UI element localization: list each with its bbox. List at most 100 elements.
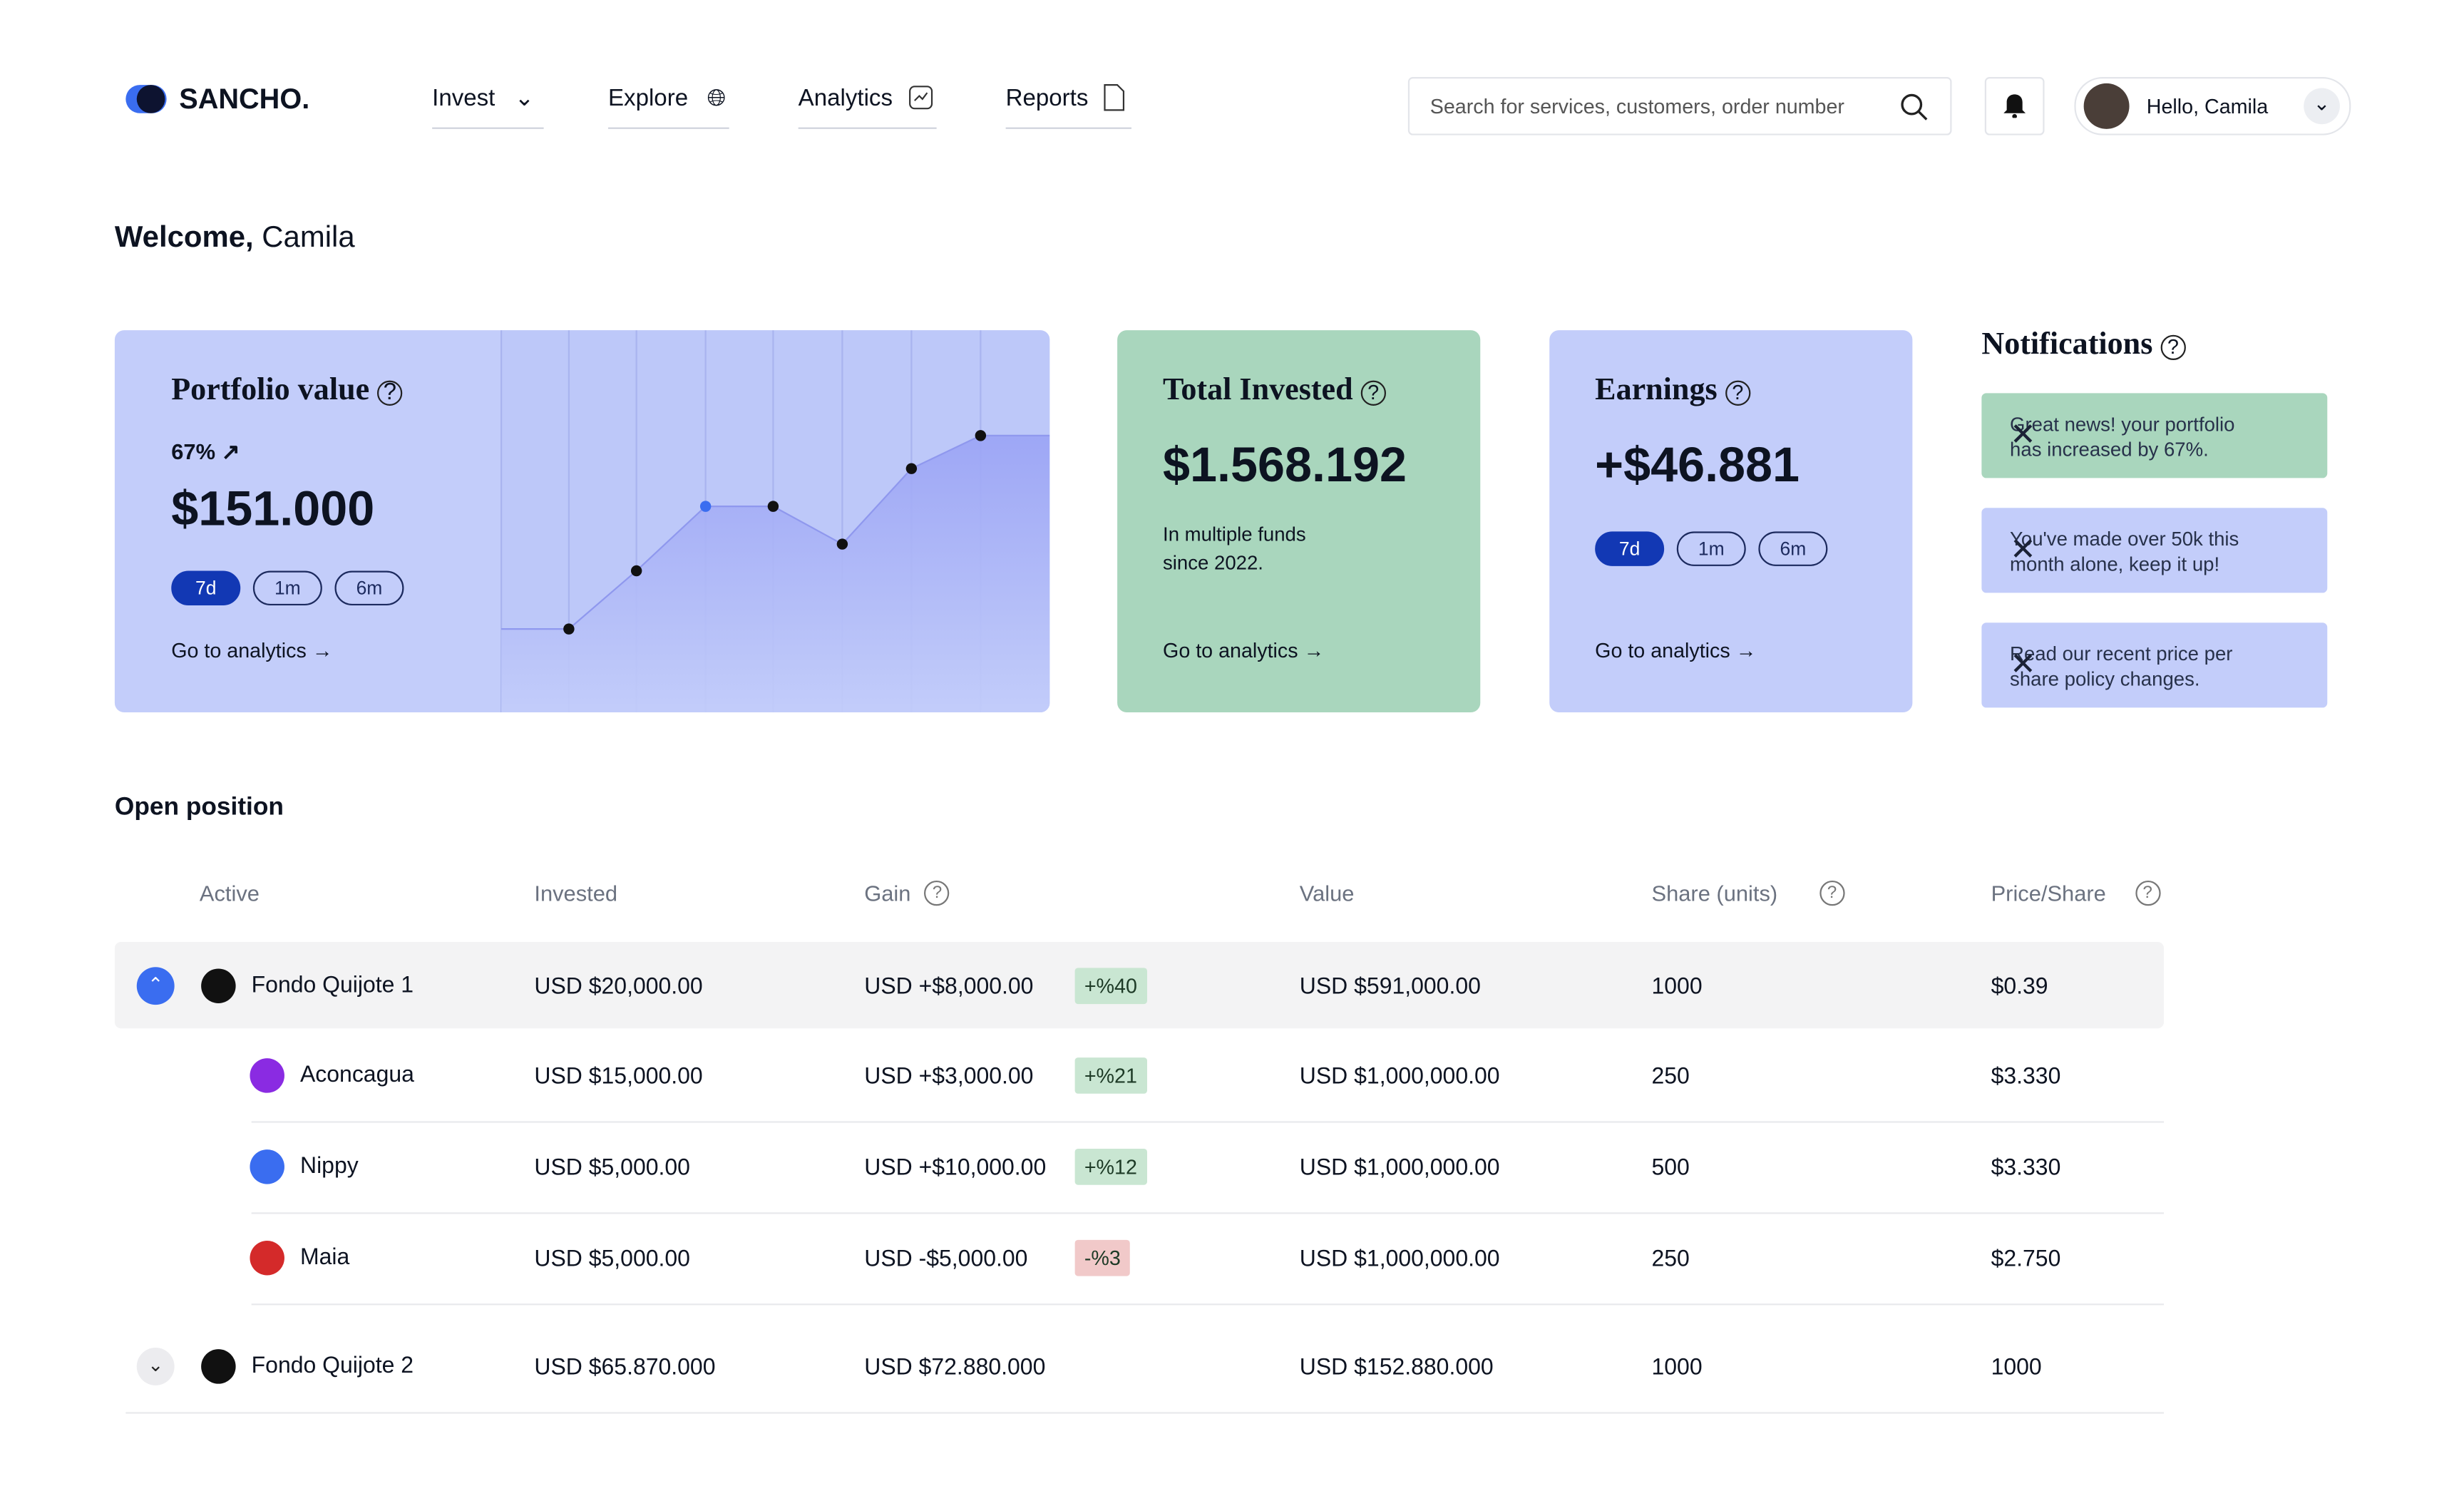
invested: USD $20,000.00 <box>534 975 703 1000</box>
card-title: Total Invested ? <box>1163 373 1386 409</box>
title-text: Notifications <box>1981 327 2153 362</box>
link-text: Go to analytics <box>171 638 307 662</box>
gain: USD -$5,000.00 <box>864 1246 1028 1273</box>
shares: 250 <box>1651 1064 1690 1090</box>
invested-note: In multiple funds since 2022. <box>1163 523 1306 574</box>
analytics-link[interactable]: Go to analytics → <box>1595 638 1757 662</box>
column-header: Share (units) <box>1651 880 1778 906</box>
shares: 1000 <box>1651 1355 1703 1381</box>
logo-mark <box>125 85 167 113</box>
period-pill[interactable]: 6m <box>334 570 404 606</box>
gain: USD +$8,000.00 <box>864 975 1034 1000</box>
notification: You've made over 50k this month alone, k… <box>1981 508 2328 593</box>
value: USD $591,000.00 <box>1299 975 1481 1000</box>
nav-explore[interactable]: Explore 🌐︎ <box>607 85 729 129</box>
user-menu[interactable]: Hello, Camila ⌄ <box>2074 77 2351 135</box>
link-text: Go to analytics <box>1163 638 1298 662</box>
price: $3.330 <box>1991 1155 2061 1182</box>
price: $3.330 <box>1991 1064 2061 1090</box>
shares: 500 <box>1651 1155 1690 1182</box>
period-pill[interactable]: 1m <box>1676 531 1746 566</box>
fund-name[interactable]: Nippy <box>299 1154 359 1179</box>
row-divider <box>251 1121 2165 1123</box>
nav-label: Invest <box>432 85 496 112</box>
shares: 250 <box>1651 1246 1690 1273</box>
notifications-button[interactable] <box>1984 77 2045 135</box>
search-box[interactable]: Search for services, customers, order nu… <box>1407 77 1952 135</box>
card-title: Earnings ? <box>1595 373 1750 409</box>
column-header: Active <box>199 880 260 906</box>
gain-badge: +%21 <box>1074 1057 1147 1094</box>
period-pill[interactable]: 7d <box>171 570 241 606</box>
close-button[interactable]: ✕ <box>2010 418 2036 454</box>
column-header: Gain <box>864 880 911 906</box>
earnings-value: +$46.881 <box>1595 437 1800 493</box>
row-divider <box>125 1412 2165 1414</box>
title-text: Total Invested <box>1163 372 1353 408</box>
notification-text: You've made over 50k this month alone, k… <box>2010 528 2239 576</box>
welcome-name: Camila <box>262 221 355 255</box>
analytics-link[interactable]: Go to analytics → <box>171 638 333 662</box>
gain: USD +$3,000.00 <box>864 1064 1034 1090</box>
invested-value: $1.568.192 <box>1163 437 1407 493</box>
expand-button[interactable]: ⌃ <box>136 967 175 1005</box>
section-title: Open position <box>114 794 284 821</box>
column-header: Value <box>1299 880 1355 906</box>
column-header: Price/Share <box>1991 880 2106 906</box>
gain-badge: +%12 <box>1074 1148 1147 1185</box>
fund-icon <box>250 1240 284 1276</box>
card-title: Portfolio value ? <box>171 372 403 409</box>
search-placeholder: Search for services, customers, order nu… <box>1429 94 1844 118</box>
value: USD $152.880.000 <box>1299 1355 1494 1381</box>
gain: USD +$10,000.00 <box>864 1155 1047 1182</box>
invested: USD $15,000.00 <box>534 1064 703 1090</box>
fund-name[interactable]: Fondo Quijote 2 <box>251 1353 414 1380</box>
period-pill[interactable]: 1m <box>252 570 322 606</box>
fund-icon <box>201 968 236 1003</box>
period-pill[interactable]: 6m <box>1758 531 1828 566</box>
close-button[interactable]: ✕ <box>2010 647 2036 683</box>
fund-name[interactable]: Fondo Quijote 1 <box>251 973 414 999</box>
nav-invest[interactable]: Invest ⌄ <box>432 85 544 129</box>
notification-text: Great news! your portfolio has increased… <box>2010 413 2235 461</box>
expand-button[interactable]: ⌄ <box>136 1347 175 1385</box>
notifications-title: Notifications ? <box>1981 327 2186 364</box>
fund-icon <box>250 1149 284 1184</box>
change: 67% ↗ <box>171 439 240 464</box>
notification: Read our recent price per share policy c… <box>1981 622 2328 708</box>
help-icon: ? <box>2135 880 2160 906</box>
close-button[interactable]: ✕ <box>2010 533 2036 568</box>
row-divider <box>251 1212 2165 1214</box>
welcome-greeting: Welcome, <box>114 221 254 255</box>
nav-analytics[interactable]: Analytics <box>798 85 937 129</box>
portfolio-card: Portfolio value ? 67% ↗ $151.000 7d 1m 6m … <box>114 330 1050 713</box>
nav-label: Analytics <box>798 85 893 112</box>
earnings-card: Earnings ? +$46.881 7d 1m 6m Go to analyti… <box>1549 330 1913 713</box>
invested: USD $5,000.00 <box>534 1246 690 1273</box>
gain-badge: -%3 <box>1074 1239 1131 1276</box>
change-text: 67% <box>171 439 216 464</box>
period-pill[interactable]: 7d <box>1595 531 1665 566</box>
fund-icon <box>201 1349 236 1384</box>
period-selector: 7d 1m 6m <box>171 570 416 606</box>
fund-name[interactable]: Maia <box>299 1245 350 1271</box>
value: USD $1,000,000.00 <box>1299 1246 1500 1273</box>
fund-name[interactable]: Aconcagua <box>299 1062 414 1089</box>
value: USD $1,000,000.00 <box>1299 1155 1500 1182</box>
nav-label: Explore <box>607 85 689 112</box>
title-text: Portfolio value <box>171 372 370 408</box>
price: $0.39 <box>1991 975 2048 1000</box>
shares: 1000 <box>1651 975 1703 1000</box>
price: 1000 <box>1991 1355 2042 1381</box>
title-text: Earnings <box>1595 372 1718 408</box>
portfolio-sparkline <box>500 330 1050 713</box>
analytics-link[interactable]: Go to analytics → <box>1163 638 1325 662</box>
column-header: Invested <box>534 880 618 906</box>
price: $2.750 <box>1991 1246 2061 1273</box>
nav-label: Reports <box>1005 85 1089 112</box>
gain-badge: +%40 <box>1074 968 1147 1005</box>
help-icon: ? <box>924 880 950 906</box>
nav-reports[interactable]: Reports <box>1005 83 1131 129</box>
help-icon: ? <box>1819 880 1845 906</box>
